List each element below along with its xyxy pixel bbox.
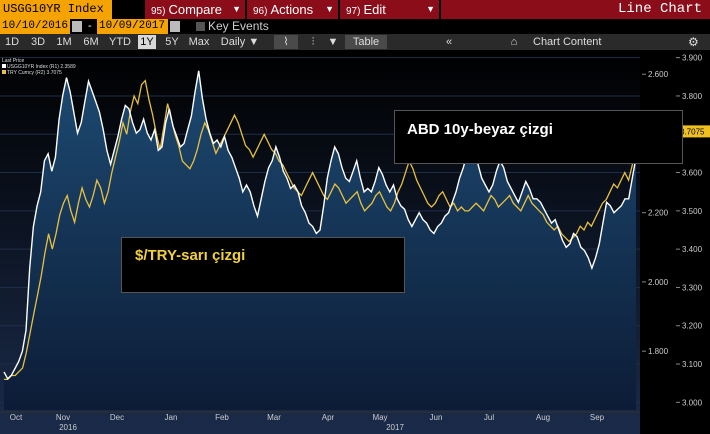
x-tick-label: Sep — [590, 413, 605, 422]
actions-menu-label: Actions — [270, 2, 314, 17]
axis-panel — [640, 50, 710, 434]
yellow-last-value: 3.7075 — [680, 127, 705, 136]
frequency-label: Daily — [220, 36, 246, 48]
edit-menu-label: Edit — [363, 2, 386, 17]
actions-menu[interactable]: 96) Actions ▼ — [247, 0, 338, 19]
period-button-5y[interactable]: 5Y — [165, 36, 179, 48]
collapse-icon[interactable]: « — [445, 36, 453, 48]
x-tick-label: Jan — [165, 413, 178, 422]
period-button-1y[interactable]: 1Y — [138, 35, 156, 49]
r2-tick-label: 3.900 — [682, 54, 703, 63]
start-date-field[interactable]: 10/10/2016 — [0, 19, 70, 34]
r2-tick-label: 3.600 — [682, 169, 703, 178]
ticker-field[interactable]: USGG10YR Index — [0, 0, 112, 19]
legend-item-yellow: TRY Curncy (R2) 3.7075 — [2, 70, 76, 76]
x-tick-label: Nov — [56, 413, 70, 422]
r1-tick-label: 2.000 — [648, 278, 669, 287]
period-button-1d[interactable]: 1D — [4, 36, 20, 48]
compare-menu-label: Compare — [168, 2, 222, 17]
legend-item-white: USGG10YR Index (R1) 2.3589 — [2, 64, 76, 70]
chevron-down-icon: ▼ — [325, 4, 334, 14]
r1-tick-label: 1.800 — [648, 347, 669, 356]
edit-menu-number: 97) — [346, 6, 361, 17]
yellow-series-line — [4, 79, 637, 381]
yellow-last-value-badge — [676, 125, 710, 138]
r1-tick-label: 2.600 — [648, 70, 669, 79]
x-tick-label: May — [372, 413, 387, 422]
annotation-white-line: ABD 10y-beyaz çizgi — [394, 110, 683, 164]
bar-style-icon[interactable]: ⫶ — [311, 36, 315, 48]
chart-type-title: Line Chart — [441, 0, 710, 19]
key-events-label: Key Events — [208, 19, 269, 33]
x-tick-label: Oct — [10, 413, 23, 422]
table-button[interactable]: Table — [345, 35, 387, 49]
period-button-6m[interactable]: 6M — [83, 36, 99, 48]
x-tick-label: Dec — [110, 413, 124, 422]
annotation-yellow-text: $/TRY-sarı çizgi — [135, 247, 246, 264]
gear-icon[interactable]: ⚙ — [688, 35, 699, 49]
r2-tick-label: 3.500 — [682, 207, 703, 216]
date-separator: - — [88, 20, 92, 32]
r2-tick-label: 3.200 — [682, 322, 703, 331]
r2-tick-label: 3.800 — [682, 92, 703, 101]
legend-item-label: USGG10YR Index (R1) 2.3589 — [7, 64, 76, 70]
calendar-icon[interactable] — [72, 21, 82, 32]
annotation-white-text: ABD 10y-beyaz çizgi — [407, 121, 553, 138]
x-tick-label: Jun — [430, 413, 443, 422]
white-series-line — [3, 70, 637, 380]
key-events-checkbox[interactable] — [196, 22, 205, 31]
legend-header: Last Price — [2, 58, 25, 64]
r2-tick-label: 3.400 — [682, 245, 703, 254]
chart-content-icon[interactable]: ⌂ — [510, 36, 518, 48]
year-label: 2016 — [59, 423, 77, 432]
chevron-down-icon: ▼ — [248, 36, 260, 48]
chevron-down-icon[interactable]: ▼ — [327, 36, 339, 48]
actions-menu-number: 96) — [253, 6, 268, 17]
x-tick-label: Mar — [267, 413, 281, 422]
x-tick-label: Feb — [215, 413, 229, 422]
legend-item-label: TRY Curncy (R2) 3.7075 — [7, 70, 62, 76]
chart-legend: Last Price USGG10YR Index (R1) 2.3589 TR… — [2, 58, 76, 76]
chart-content-label[interactable]: Chart Content — [533, 36, 602, 48]
period-button-1m[interactable]: 1M — [56, 36, 72, 48]
x-tick-label: Jul — [484, 413, 494, 422]
r2-tick-label: 3.000 — [682, 398, 703, 407]
r2-tick-label: 3.300 — [682, 283, 703, 292]
compare-menu[interactable]: 95) Compare ▼ — [145, 0, 245, 19]
x-tick-label: Aug — [536, 413, 550, 422]
r2-tick-label: 3.100 — [682, 360, 703, 369]
frequency-select[interactable]: Daily ▼ — [216, 35, 264, 49]
end-date-field[interactable]: 10/09/2017 — [97, 19, 168, 34]
period-button-ytd[interactable]: YTD — [109, 36, 131, 48]
chevron-down-icon: ▼ — [232, 4, 241, 14]
annotation-yellow-line: $/TRY-sarı çizgi — [121, 237, 405, 293]
year-label: 2017 — [386, 423, 404, 432]
chevron-down-icon: ▼ — [426, 4, 435, 14]
period-button-max[interactable]: Max — [188, 36, 210, 48]
line-chart-icon[interactable]: ⌇ — [274, 35, 298, 49]
calendar-icon[interactable] — [170, 21, 180, 32]
x-tick-label: Apr — [322, 413, 335, 422]
r1-tick-label: 2.200 — [648, 209, 669, 218]
edit-menu[interactable]: 97) Edit ▼ — [340, 0, 439, 19]
period-button-3d[interactable]: 3D — [30, 36, 46, 48]
compare-menu-number: 95) — [151, 6, 166, 17]
